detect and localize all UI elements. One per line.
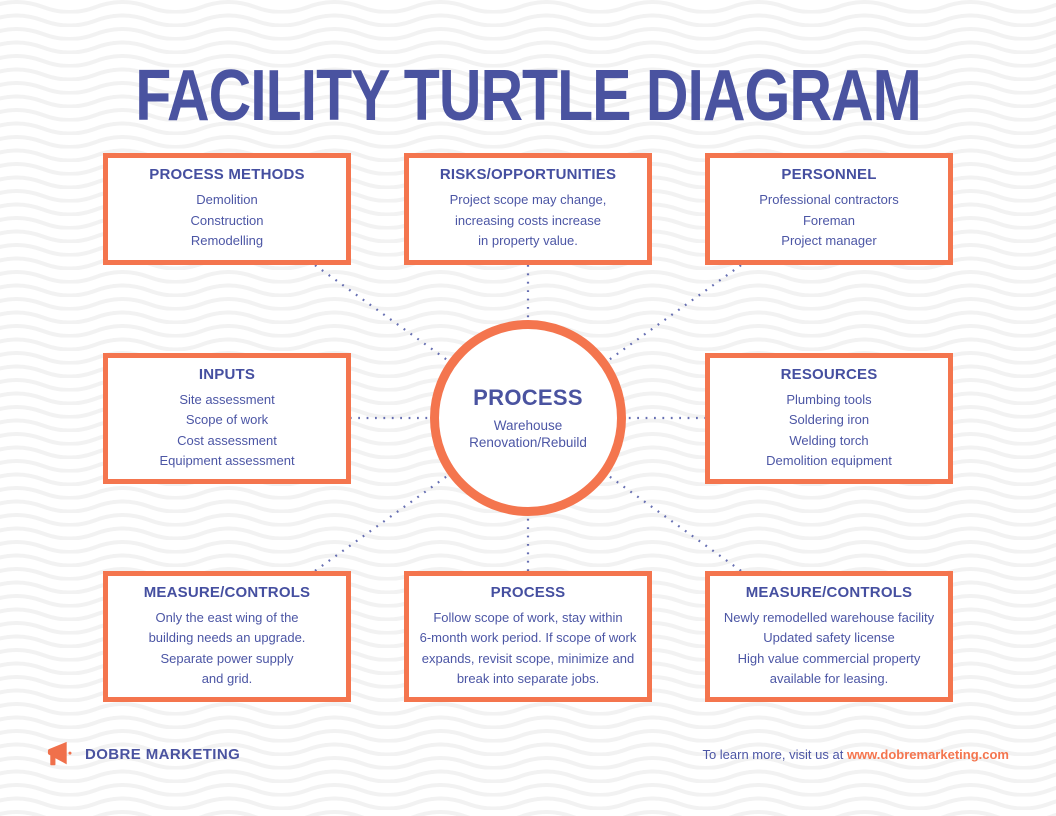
brand-logo: DOBRE MARKETING xyxy=(47,740,240,768)
box-line: High value commercial property xyxy=(737,650,921,666)
footer-cta: To learn more, visit us at www.dobremark… xyxy=(702,747,1009,762)
box-heading: RESOURCES xyxy=(780,365,878,383)
box-line: Scope of work xyxy=(185,412,269,427)
box-line: available for leasing. xyxy=(769,671,889,686)
diagram-box-personnel: PERSONNEL Professional contractors Forem… xyxy=(705,153,953,265)
box-heading: PROCESS METHODS xyxy=(149,166,305,184)
box-line: Newly remodelled warehouse facility xyxy=(723,609,935,625)
box-line: increasing costs increase xyxy=(455,212,601,228)
box-line: in property value. xyxy=(478,233,578,249)
diagram-box-measure-controls-left: MEASURE/CONTROLS Only the east wing of t… xyxy=(103,571,351,702)
box-line: Site assessment xyxy=(179,391,275,407)
box-line: Plumbing tools xyxy=(786,391,872,407)
box-line: Separate power supply xyxy=(160,650,294,666)
megaphone-icon xyxy=(47,741,72,766)
box-heading: PROCESS xyxy=(490,583,566,601)
diagram-box-inputs: INPUTS Site assessment Scope of work Cos… xyxy=(103,353,351,484)
brand-name: DOBRE MARKETING xyxy=(85,745,241,763)
box-line: Remodelling xyxy=(190,233,264,249)
box-line: expands, revisit scope, minimize and xyxy=(421,650,635,666)
box-line: Only the east wing of the xyxy=(155,609,299,625)
footer-cta-text: To learn more, visit us at xyxy=(702,746,847,762)
box-line: 6-month work period. If scope of work xyxy=(419,630,637,645)
box-line: Foreman xyxy=(802,212,856,228)
box-line: Project scope may change, xyxy=(449,192,607,208)
box-line: building needs an upgrade. xyxy=(148,630,306,645)
center-process-circle: PROCESS Warehouse Renovation/Rebuild xyxy=(430,320,626,516)
page-title: FACILITY TURTLE DIAGRAM xyxy=(135,55,921,136)
box-line: Welding torch xyxy=(789,432,869,448)
box-line: Follow scope of work, stay within xyxy=(433,609,623,625)
circle-line: Warehouse xyxy=(493,417,563,433)
box-heading: PERSONNEL xyxy=(781,166,877,184)
box-line: Demolition xyxy=(196,192,258,208)
box-heading: RISKS/OPPORTUNITIES xyxy=(439,166,617,184)
diagram-box-measure-controls-right: MEASURE/CONTROLS Newly remodelled wareho… xyxy=(705,571,953,702)
footer-link[interactable]: www.dobremarketing.com xyxy=(846,746,1009,762)
diagram-box-resources: RESOURCES Plumbing tools Soldering iron … xyxy=(705,353,953,484)
box-line: Cost assessment xyxy=(177,432,277,448)
circle-line: Renovation/Rebuild xyxy=(469,435,587,450)
box-line: Professional contractors xyxy=(759,192,899,208)
box-line: Updated safety license xyxy=(763,630,895,645)
box-heading: INPUTS xyxy=(198,365,256,383)
diagram-box-process-methods: PROCESS METHODS Demolition Construction … xyxy=(103,153,351,265)
box-line: Demolition equipment xyxy=(766,453,892,468)
box-line: Soldering iron xyxy=(788,412,870,427)
circle-heading: PROCESS xyxy=(473,384,583,410)
box-line: Construction xyxy=(190,212,264,228)
box-heading: MEASURE/CONTROLS xyxy=(745,583,913,601)
footer: DOBRE MARKETING To learn more, visit us … xyxy=(47,738,1009,770)
box-line: break into separate jobs. xyxy=(456,671,600,686)
diagram-box-process-bottom: PROCESS Follow scope of work, stay withi… xyxy=(404,571,652,702)
box-line: and grid. xyxy=(201,671,253,686)
box-heading: MEASURE/CONTROLS xyxy=(143,583,311,601)
box-line: Equipment assessment xyxy=(159,453,295,468)
diagram-box-risks-opportunities: RISKS/OPPORTUNITIES Project scope may ch… xyxy=(404,153,652,265)
box-line: Project manager xyxy=(781,233,877,249)
